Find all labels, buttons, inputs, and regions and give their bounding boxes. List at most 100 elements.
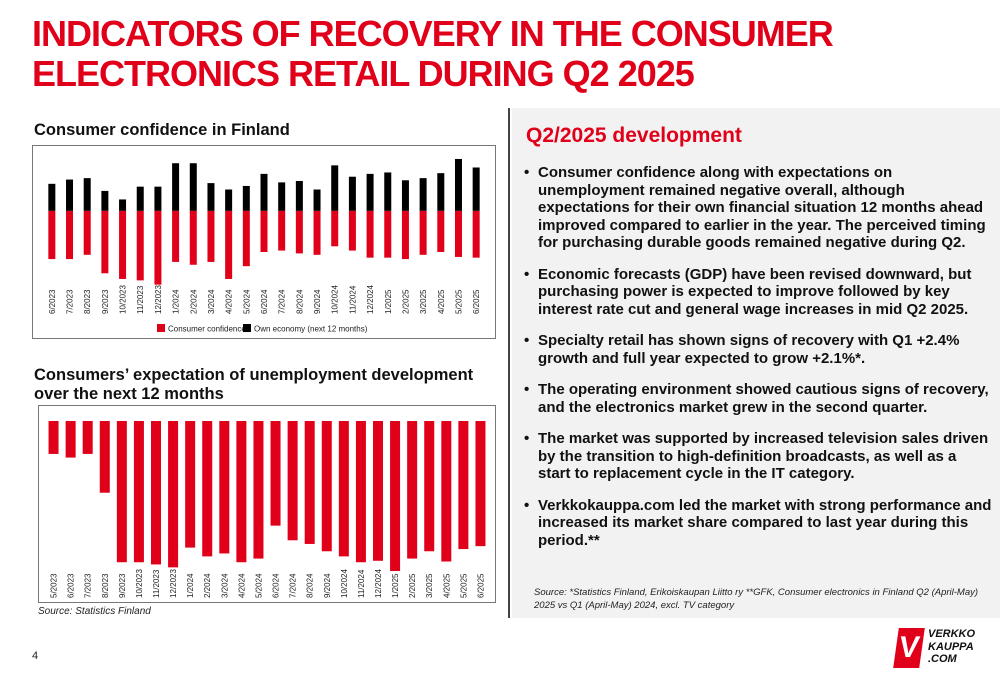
bar-a-9-2023 — [101, 210, 109, 274]
bar-a-12-2023 — [154, 210, 162, 285]
bar-b-10-2023 — [119, 199, 127, 211]
bar-a-4-2025 — [437, 210, 445, 252]
bar-a-6-2025 — [475, 421, 486, 547]
bar-b-7-2024 — [278, 182, 286, 211]
bar-a-10-2024 — [331, 210, 339, 247]
bar-a-8-2024 — [304, 421, 315, 544]
x-tick-label: 5/2024 — [242, 289, 251, 314]
bar-a-6-2024 — [260, 210, 268, 252]
source-note-left: Source: Statistics Finland — [38, 606, 151, 617]
x-tick-label: 6/2024 — [260, 289, 269, 314]
bar-b-6-2025 — [472, 167, 480, 211]
logo-text: VERKKO KAUPPA .COM — [928, 628, 975, 666]
x-tick-label: 3/2024 — [207, 289, 216, 314]
logo-line-3: .COM — [928, 653, 957, 665]
bar-b-2-2025 — [401, 180, 409, 211]
bar-a-10-2023 — [133, 421, 144, 563]
bar-a-2-2025 — [401, 210, 409, 260]
bar-a-11-2024 — [348, 210, 356, 251]
bar-b-5-2025 — [454, 158, 462, 211]
x-tick-label: 7/2024 — [278, 289, 287, 314]
bar-b-8-2024 — [295, 180, 303, 211]
x-tick-label: 5/2025 — [454, 289, 463, 314]
legend-label: Own economy (next 12 months) — [254, 325, 368, 334]
bar-b-9-2024 — [313, 189, 321, 211]
bar-a-11-2024 — [355, 421, 366, 563]
bullet-item: Verkkokauppa.com led the market with str… — [522, 497, 992, 550]
x-tick-label: 4/2024 — [237, 573, 246, 598]
bar-a-12-2023 — [168, 421, 179, 568]
x-tick-label: 1/2024 — [172, 289, 181, 314]
x-tick-label: 9/2024 — [323, 573, 332, 598]
legend-swatch — [157, 324, 165, 332]
bar-a-9-2023 — [116, 421, 127, 563]
bar-b-10-2024 — [331, 165, 339, 211]
bar-b-11-2023 — [136, 186, 144, 211]
x-tick-label: 7/2024 — [289, 573, 298, 598]
x-tick-label: 12/2023 — [154, 285, 163, 314]
x-tick-label: 1/2024 — [186, 573, 195, 598]
bar-a-11-2023 — [151, 421, 161, 565]
bar-a-7-2023 — [66, 210, 74, 260]
bar-a-4-2024 — [236, 421, 247, 563]
bar-a-6-2023 — [48, 210, 56, 260]
chart2-frame: 5/2023 6/2023 7/2023 8/2023 9/2023 10/2023 11/… — [38, 405, 496, 603]
x-tick-label: 8/2023 — [83, 289, 92, 314]
bar-b-9-2023 — [101, 190, 109, 211]
panel-heading: Q2/2025 development — [526, 124, 742, 147]
x-tick-label: 3/2025 — [419, 289, 428, 314]
bar-a-4-2024 — [225, 210, 233, 279]
bar-a-7-2024 — [287, 421, 298, 541]
x-tick-label: 5/2023 — [50, 573, 59, 598]
bar-a-5-2025 — [458, 421, 469, 550]
x-tick-label: 5/2025 — [459, 573, 468, 598]
bar-a-1-2024 — [172, 210, 180, 262]
bullet-item: The market was supported by increased te… — [522, 430, 992, 483]
bar-b-11-2024 — [348, 176, 356, 211]
bar-a-8-2023 — [99, 421, 110, 493]
bar-a-2-2024 — [189, 210, 197, 265]
bar-a-1-2025 — [384, 210, 392, 258]
bar-a-1-2025 — [390, 421, 401, 572]
bar-a-7-2024 — [278, 210, 286, 251]
chart1-title: Consumer confidence in Finland — [34, 121, 290, 139]
chart2-svg: 5/2023 6/2023 7/2023 8/2023 9/2023 10/2023 11/… — [48, 421, 486, 598]
x-tick-label: 9/2023 — [101, 289, 110, 314]
x-tick-label: 8/2023 — [101, 573, 110, 598]
x-tick-label: 6/2023 — [67, 573, 76, 598]
bullet-item: Economic forecasts (GDP) have been revis… — [522, 266, 992, 319]
bar-a-11-2023 — [136, 210, 144, 281]
x-tick-label: 12/2023 — [169, 569, 178, 598]
bar-b-4-2024 — [225, 189, 233, 211]
bar-b-5-2024 — [242, 185, 250, 211]
bar-b-6-2023 — [48, 183, 56, 211]
bar-a-12-2024 — [366, 210, 374, 258]
bar-b-1-2025 — [384, 172, 392, 211]
bar-a-4-2025 — [441, 421, 452, 562]
bar-a-3-2025 — [419, 210, 427, 255]
x-tick-label: 11/2024 — [357, 569, 366, 598]
bar-a-3-2024 — [219, 421, 230, 554]
bar-a-2-2024 — [202, 421, 213, 557]
bar-b-3-2024 — [207, 183, 215, 211]
bar-a-8-2024 — [295, 210, 303, 254]
chart2-title: Consumers’ expectation of unemployment d… — [34, 366, 474, 403]
x-tick-label: 4/2025 — [437, 289, 446, 314]
x-tick-label: 10/2023 — [135, 569, 144, 598]
bar-a-5-2023 — [48, 421, 59, 454]
bar-b-1-2024 — [172, 163, 180, 211]
logo-mark: V — [893, 628, 925, 668]
x-tick-label: 8/2024 — [306, 573, 315, 598]
bar-a-5-2024 — [242, 210, 250, 267]
x-tick-label: 2/2025 — [408, 573, 417, 598]
x-tick-label: 3/2025 — [425, 573, 434, 598]
x-tick-label: 6/2025 — [476, 573, 485, 598]
bar-a-7-2023 — [82, 421, 93, 454]
x-tick-label: 6/2024 — [272, 573, 281, 598]
legend-swatch — [243, 324, 251, 332]
bar-a-10-2023 — [119, 210, 127, 279]
bar-a-3-2025 — [424, 421, 435, 552]
x-tick-label: 10/2024 — [331, 285, 340, 314]
x-tick-label: 6/2025 — [472, 289, 481, 314]
bullet-item: Specialty retail has shown signs of reco… — [522, 332, 992, 367]
